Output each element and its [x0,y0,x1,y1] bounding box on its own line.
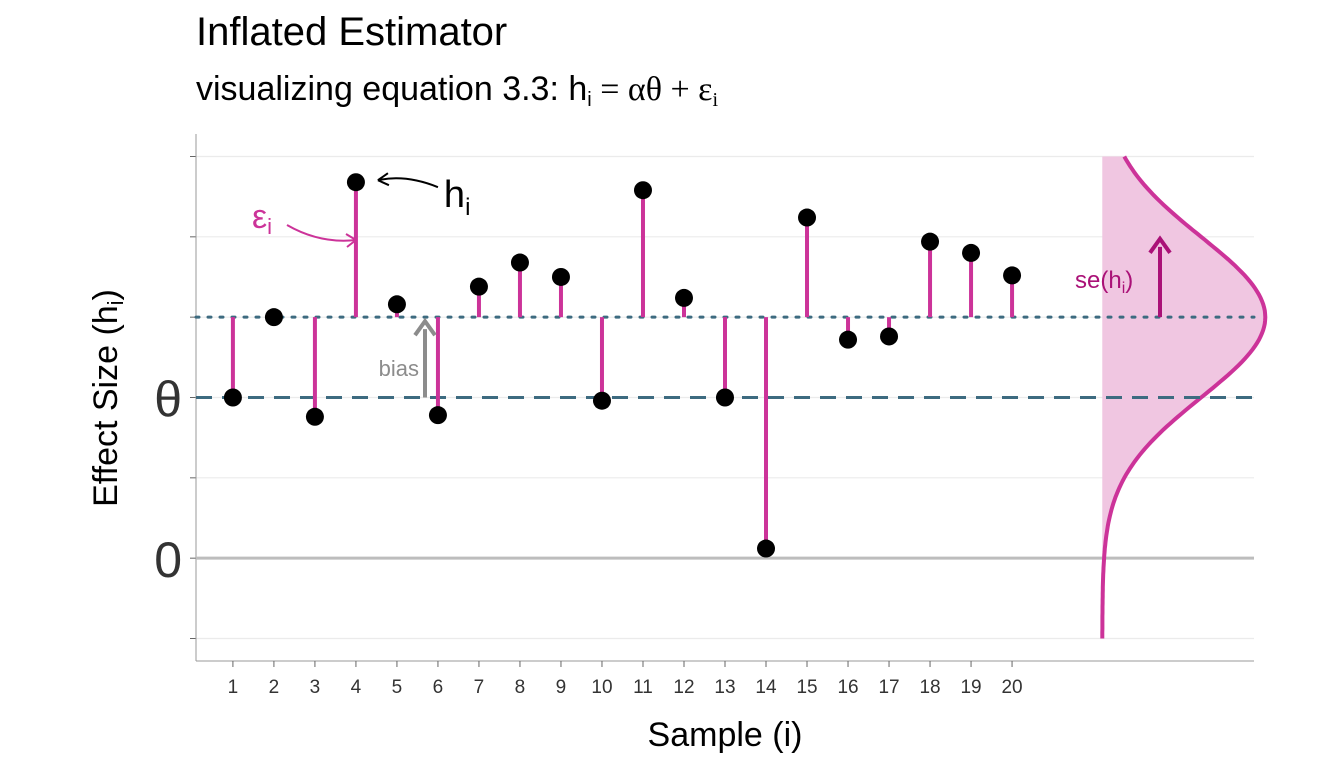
data-point [921,232,940,251]
x-tick-label: 8 [515,677,526,698]
x-tick-label: 2 [269,677,280,698]
epsilon-arrowhead [345,233,357,248]
x-tick-label: 9 [556,677,567,698]
subtitle-sub-i: i [587,89,592,111]
data-point [798,208,817,227]
hi-label: hi [444,174,470,221]
x-tick-label: 13 [714,677,735,698]
x-tick-label: 16 [837,677,858,698]
x-tick-label: 1 [228,677,239,698]
distribution-fill [1102,156,1266,639]
x-tick-label: 5 [392,677,403,698]
x-tick-label: 15 [796,677,817,698]
data-point [716,388,734,407]
se-label: se(hi) [1075,267,1133,297]
data-point [839,330,858,349]
subtitle-equation: = αθ + ε [591,71,713,108]
chart-title: Inflated Estimator [196,10,508,54]
x-tick-label: 6 [433,677,444,698]
data-point [428,406,447,425]
data-point [551,267,570,286]
data-point [387,295,406,314]
bias-label: bias [379,356,419,381]
data-point [469,277,488,296]
data-point [633,181,652,200]
x-tick-label: 17 [878,677,899,698]
bias-arrowhead [413,317,437,337]
data-point [962,243,981,262]
data-point [880,327,899,346]
data-point [223,388,242,407]
hi-arrow [377,177,439,189]
data-point [1003,266,1022,285]
x-axis-title: Sample (i) [648,716,803,754]
subtitle-sub-i2: i [712,89,719,111]
x-tick-label: 11 [633,677,653,698]
x-tick-label: 12 [673,677,694,698]
epsilon-label: εi [252,198,272,239]
epsilon-arrow [286,224,357,242]
x-tick-label: 14 [755,677,777,698]
x-tick-label: 10 [591,677,612,698]
distribution-curve [1100,155,1268,639]
data-point [592,391,611,410]
data-point [510,253,529,272]
data-point [264,308,283,327]
data-point [346,173,365,192]
y-tick-label: 0 [154,532,182,588]
chart-subtitle: visualizing equation 3.3: hi = αθ + εi [196,70,718,112]
x-tick-label: 20 [1001,677,1022,698]
data-point [305,407,324,426]
y-tick-label: θ [154,372,182,428]
data-point [757,539,776,558]
hi-arrowhead [377,172,390,187]
y-axis-title: Effect Size (hi) [87,289,128,507]
se-arrowhead [1148,235,1172,254]
data-point [674,288,693,307]
x-tick-label: 19 [960,677,981,698]
x-tick-label: 3 [310,677,321,698]
x-tick-label: 4 [351,677,362,698]
x-tick-label: 18 [919,677,940,698]
x-tick-label: 7 [474,677,485,698]
subtitle-prefix: visualizing equation 3.3: h [196,70,588,108]
